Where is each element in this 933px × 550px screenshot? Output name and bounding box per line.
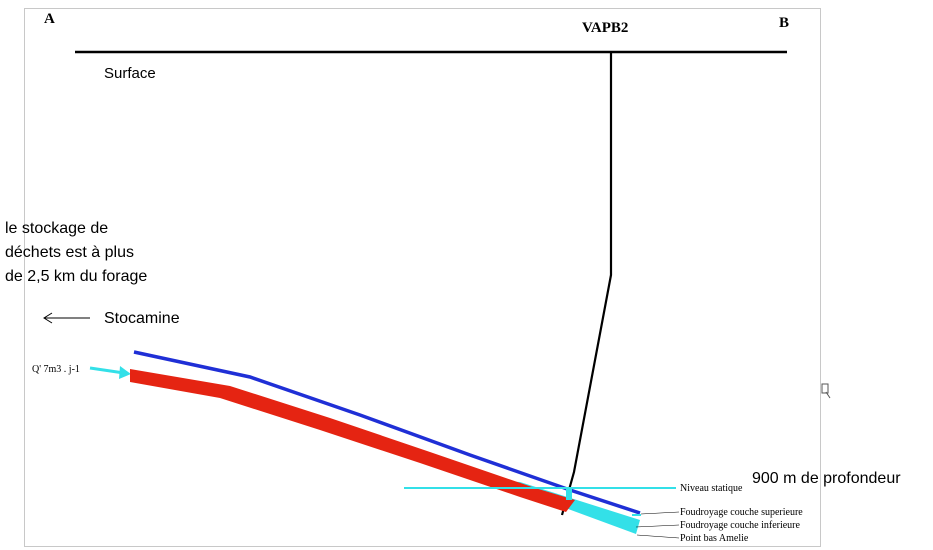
upper-layer-label: Foudroyage couche superieure — [680, 507, 803, 518]
low-point-label: Point bas Amelie — [680, 533, 749, 544]
point-b-label: B — [779, 15, 789, 31]
waste-note-line-2: déchets est à plus — [5, 244, 134, 261]
surface-label: Surface — [104, 65, 156, 82]
flow-label: Q' 7m3 . j-1 — [32, 364, 80, 375]
leader-lower-layer — [635, 524, 680, 528]
upper-layer-seam — [133, 350, 641, 515]
lower-layer-seam — [130, 369, 575, 512]
stocamine-label: Stocamine — [104, 310, 180, 327]
cursor-mark-icon — [821, 383, 831, 399]
depth-label: 900 m de profondeur — [752, 470, 901, 487]
well-trajectory — [560, 53, 613, 516]
well-water-mark — [566, 488, 572, 500]
waste-note-line-3: de 2,5 km du forage — [5, 268, 147, 285]
static-level-label: Niveau statique — [680, 483, 743, 494]
well-name-label: VAPB2 — [582, 20, 628, 36]
lower-layer-label: Foudroyage couche inferieure — [680, 520, 801, 531]
diagram-frame — [24, 8, 821, 547]
arrow-left-icon — [43, 312, 90, 324]
point-a-label: A — [44, 11, 55, 27]
waste-note-line-1: le stockage de — [5, 220, 108, 237]
leader-low-point — [636, 534, 680, 539]
arrow-right-icon — [89, 366, 131, 379]
leader-upper-layer — [640, 511, 680, 515]
